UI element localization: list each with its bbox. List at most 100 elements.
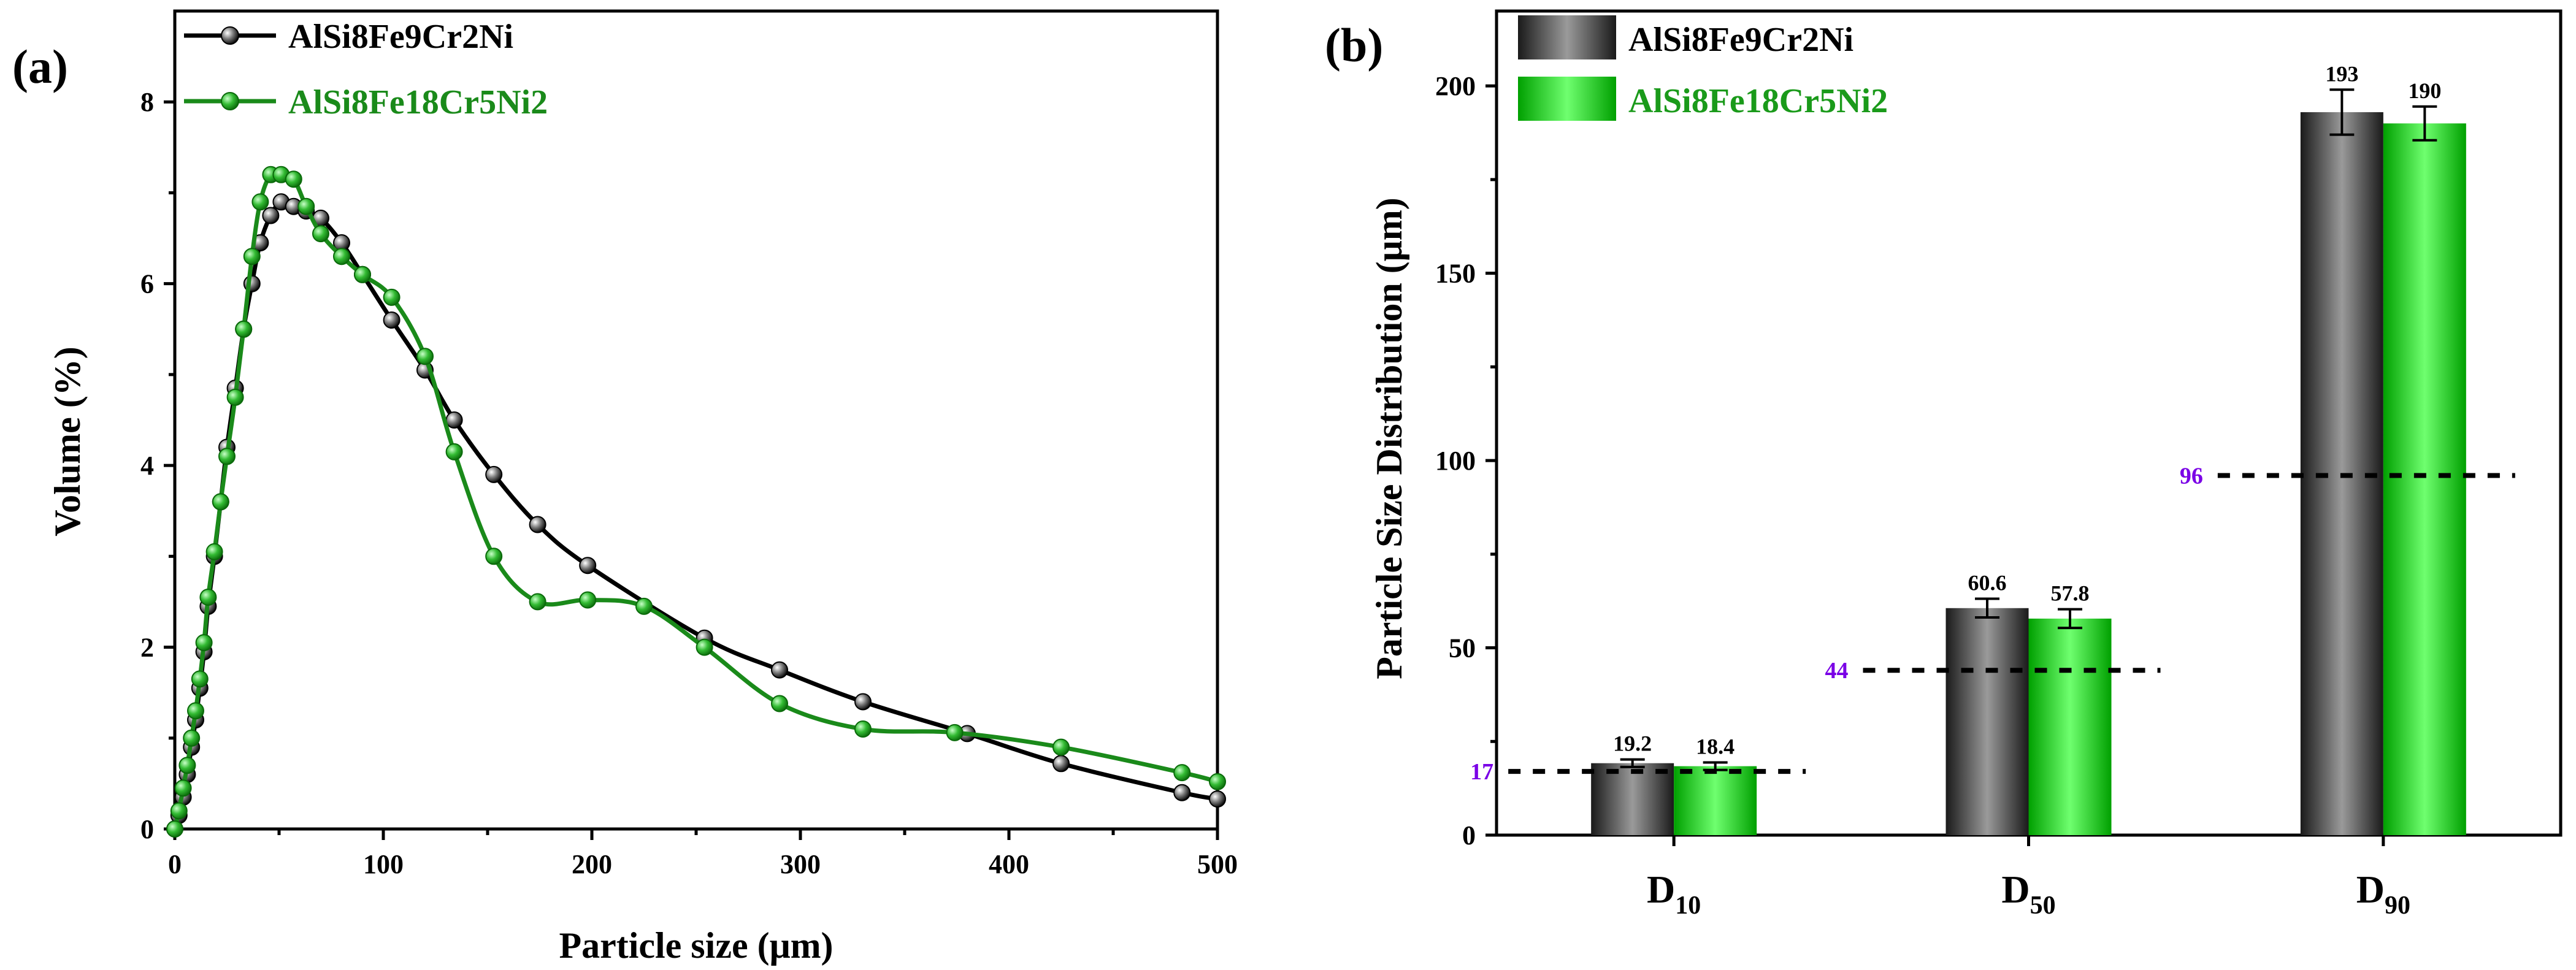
x-tick-label: 500 bbox=[1197, 849, 1238, 879]
y-tick-label: 100 bbox=[1435, 446, 1476, 476]
y-tick-label: 4 bbox=[140, 451, 154, 481]
panel-a-line-chart: (a) 0 100 200 300 400 500 0 2 4 6 8 AlSi8Fe9Cr2Ni … bbox=[12, 9, 1238, 966]
panel-b-bars: 19.2 18.4 17 60.6 57.8 44 193 190 96 bbox=[1470, 61, 2515, 836]
series-line bbox=[172, 199, 1218, 830]
data-point bbox=[1052, 738, 1070, 756]
data-point bbox=[485, 548, 503, 565]
data-point bbox=[205, 543, 223, 560]
panel-a-label: (a) bbox=[12, 40, 68, 93]
legend-label-series-2: AlSi8Fe18Cr5Ni2 bbox=[1628, 82, 1888, 120]
legend-entry-series-2: AlSi8Fe18Cr5Ni2 bbox=[184, 83, 548, 121]
data-point bbox=[170, 802, 188, 820]
bar-group: 60.6 57.8 44 bbox=[1825, 571, 2161, 835]
data-point bbox=[854, 720, 872, 738]
panel-a-legend: AlSi8Fe9Cr2Ni AlSi8Fe18Cr5Ni2 bbox=[184, 18, 548, 121]
data-point bbox=[178, 757, 196, 774]
legend-marker-series-1 bbox=[221, 26, 239, 45]
data-point bbox=[226, 388, 244, 406]
bar-group: 193 190 96 bbox=[2180, 61, 2515, 836]
x-tick-label: 200 bbox=[572, 849, 612, 879]
bar bbox=[1591, 763, 1674, 835]
data-point bbox=[529, 516, 546, 533]
data-point bbox=[1209, 773, 1226, 790]
data-point bbox=[312, 225, 329, 243]
y-tick-label: 0 bbox=[140, 814, 154, 844]
bar bbox=[1674, 766, 1757, 835]
y-tick-label: 200 bbox=[1435, 71, 1476, 101]
data-point bbox=[251, 193, 269, 211]
data-point bbox=[946, 724, 964, 741]
panel-b-y-axis-title: Particle Size Distribution (μm) bbox=[1369, 197, 1409, 679]
data-point bbox=[199, 589, 217, 606]
data-point bbox=[297, 197, 315, 215]
legend-entry-series-1: AlSi8Fe9Cr2Ni bbox=[1518, 15, 1853, 59]
legend-swatch-series-2 bbox=[1518, 77, 1616, 121]
data-point bbox=[1173, 784, 1191, 801]
legend-label-series-1: AlSi8Fe9Cr2Ni bbox=[288, 18, 513, 56]
reference-label: 96 bbox=[2180, 464, 2203, 489]
bar-value-label: 190 bbox=[2408, 78, 2441, 103]
legend-entry-series-2: AlSi8Fe18Cr5Ni2 bbox=[1518, 77, 1888, 121]
panel-b-legend: AlSi8Fe9Cr2Ni AlSi8Fe18Cr5Ni2 bbox=[1518, 15, 1888, 121]
bar-value-label: 60.6 bbox=[1968, 571, 2007, 595]
y-tick-label: 6 bbox=[140, 269, 154, 299]
panel-b-axes: 0 50 100 150 200 D10 D50 D90 bbox=[1435, 9, 2563, 920]
data-point bbox=[771, 661, 788, 679]
category-label: D50 bbox=[2001, 868, 2055, 920]
data-point bbox=[333, 248, 350, 265]
data-point bbox=[383, 311, 401, 329]
x-tick-label: 100 bbox=[363, 849, 404, 879]
data-point bbox=[187, 702, 204, 720]
bar-value-label: 18.4 bbox=[1696, 734, 1735, 758]
reference-label: 17 bbox=[1470, 759, 1493, 785]
y-tick-label: 0 bbox=[1462, 820, 1476, 850]
data-point bbox=[195, 634, 213, 652]
data-point bbox=[191, 670, 209, 688]
legend-marker-series-2 bbox=[221, 92, 239, 110]
bar bbox=[2383, 123, 2466, 836]
legend-label-series-2: AlSi8Fe18Cr5Ni2 bbox=[288, 83, 548, 121]
data-point bbox=[1209, 790, 1226, 808]
panel-a-y-axis-title: Volume (%) bbox=[47, 346, 88, 536]
data-point bbox=[262, 207, 280, 224]
data-point bbox=[485, 465, 503, 483]
data-point bbox=[635, 597, 653, 615]
data-point bbox=[529, 593, 546, 611]
x-tick-label: 400 bbox=[989, 849, 1029, 879]
bar bbox=[1945, 608, 2029, 835]
data-point bbox=[445, 443, 463, 460]
data-point bbox=[235, 320, 253, 338]
data-point bbox=[285, 170, 302, 188]
panel-b-label: (b) bbox=[1325, 18, 1383, 72]
legend-swatch-series-1 bbox=[1518, 15, 1616, 59]
reference-label: 44 bbox=[1825, 658, 1849, 684]
series-1 bbox=[166, 193, 1226, 838]
panel-a-x-axis-title: Particle size (μm) bbox=[559, 925, 833, 966]
panel-a-axes: 0 100 200 300 400 500 0 2 4 6 8 bbox=[140, 9, 1238, 879]
data-point bbox=[771, 695, 788, 712]
data-point bbox=[218, 448, 236, 465]
bar-group: 19.2 18.4 17 bbox=[1470, 731, 1806, 835]
data-point bbox=[354, 265, 371, 283]
panel-a-plot-frame bbox=[173, 9, 1219, 831]
data-point bbox=[174, 779, 192, 797]
y-tick-label: 150 bbox=[1435, 259, 1476, 289]
panel-a-series bbox=[166, 166, 1226, 838]
panel-b-bar-chart: (b) 0 50 100 150 200 D10 D50 D90 19.2 18.4 17 60.6… bbox=[1325, 9, 2563, 920]
data-point bbox=[696, 638, 713, 656]
data-point bbox=[416, 348, 434, 365]
bar-value-label: 193 bbox=[2325, 61, 2358, 86]
series-line bbox=[172, 170, 1218, 830]
bar bbox=[2028, 618, 2112, 835]
data-point bbox=[1052, 755, 1070, 773]
legend-label-series-1: AlSi8Fe9Cr2Ni bbox=[1628, 21, 1853, 59]
bar-value-label: 57.8 bbox=[2051, 581, 2090, 606]
y-tick-label: 2 bbox=[140, 633, 154, 663]
series-2 bbox=[166, 166, 1226, 838]
y-tick-label: 8 bbox=[140, 87, 154, 117]
data-point bbox=[1173, 764, 1191, 782]
data-point bbox=[445, 411, 463, 429]
data-point bbox=[854, 693, 872, 711]
data-point bbox=[166, 820, 183, 838]
